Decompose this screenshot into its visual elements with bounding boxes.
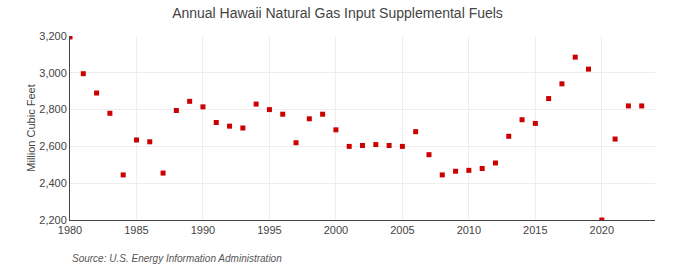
svg-text:Source: U.S. Energy Informatio: Source: U.S. Energy Information Administ… (72, 253, 282, 264)
svg-text:3,000: 3,000 (39, 67, 67, 79)
svg-text:2,600: 2,600 (39, 140, 67, 152)
svg-text:1995: 1995 (257, 224, 281, 236)
svg-text:Million Cubic Feet: Million Cubic Feet (25, 84, 37, 171)
svg-text:1980: 1980 (58, 224, 82, 236)
svg-text:2010: 2010 (457, 224, 481, 236)
svg-text:2020: 2020 (590, 224, 614, 236)
svg-text:1985: 1985 (124, 224, 148, 236)
svg-text:3,200: 3,200 (39, 30, 67, 42)
svg-text:2,800: 2,800 (39, 103, 67, 115)
svg-text:2000: 2000 (324, 224, 348, 236)
svg-text:1990: 1990 (191, 224, 215, 236)
svg-text:2005: 2005 (390, 224, 414, 236)
svg-text:Annual Hawaii Natural Gas Inpu: Annual Hawaii Natural Gas Input Suppleme… (172, 5, 503, 21)
svg-text:2015: 2015 (523, 224, 547, 236)
svg-text:2,200: 2,200 (39, 214, 67, 226)
svg-text:2,400: 2,400 (39, 177, 67, 189)
